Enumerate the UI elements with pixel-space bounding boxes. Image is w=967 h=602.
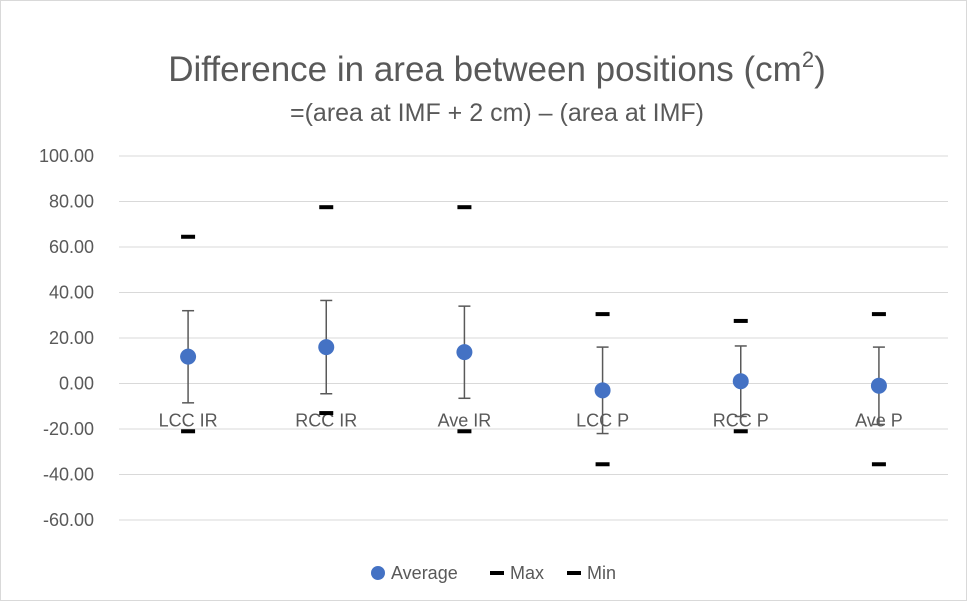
max-marker	[733, 318, 748, 323]
gridlines	[119, 155, 948, 521]
data-marks	[180, 205, 887, 467]
max-marker	[181, 234, 196, 239]
x-axis: LCC IR RCC IR Ave IR LCC P RCC P Ave P	[159, 411, 903, 431]
legend-marker-average	[371, 566, 385, 580]
y-tick-label: 60.00	[49, 237, 94, 257]
y-axis: 100.00 80.00 60.00 40.00 20.00 0.00 -20.00 -40.…	[39, 146, 94, 530]
average-point	[456, 344, 473, 361]
chart-title-close: )	[814, 50, 826, 89]
chart-subtitle: =(area at IMF + 2 cm) – (area at IMF)	[290, 99, 704, 127]
min-marker	[319, 411, 334, 416]
legend-label-max: Max	[510, 563, 544, 583]
x-category-label: LCC IR	[159, 411, 218, 431]
average-point	[732, 373, 749, 390]
average-point	[594, 382, 611, 399]
y-tick-label: 0.00	[59, 374, 94, 394]
max-marker	[319, 205, 334, 210]
error-bars	[182, 299, 885, 435]
legend-marker-max	[490, 571, 504, 575]
max-marker	[595, 312, 610, 317]
chart-title-main: Difference in area between positions (cm	[168, 50, 802, 89]
average-point	[870, 377, 887, 394]
legend-label-average: Average	[391, 563, 458, 583]
legend: Average Max Min	[371, 563, 616, 583]
average-point	[318, 339, 335, 356]
y-tick-label: -20.00	[43, 419, 94, 439]
average-point	[180, 348, 197, 365]
x-category-label: Ave IR	[438, 411, 492, 431]
chart-title: Difference in area between positions (cm…	[168, 47, 825, 89]
legend-label-min: Min	[587, 563, 616, 583]
chart-title-superscript: 2	[802, 47, 814, 72]
y-tick-label: 20.00	[49, 328, 94, 348]
min-marker	[733, 429, 748, 434]
y-tick-label: 100.00	[39, 146, 94, 166]
y-tick-label: 80.00	[49, 192, 94, 212]
max-marker	[457, 205, 472, 210]
min-marker	[457, 429, 472, 434]
min-marker	[595, 462, 610, 467]
y-tick-label: -40.00	[43, 465, 94, 485]
x-category-label: RCC P	[713, 411, 769, 431]
min-marker	[871, 462, 886, 467]
legend-marker-min	[567, 571, 581, 575]
y-tick-label: 40.00	[49, 283, 94, 303]
max-marker	[871, 312, 886, 317]
min-marker	[181, 429, 196, 434]
y-tick-label: -60.00	[43, 510, 94, 530]
x-category-label: RCC IR	[295, 411, 357, 431]
